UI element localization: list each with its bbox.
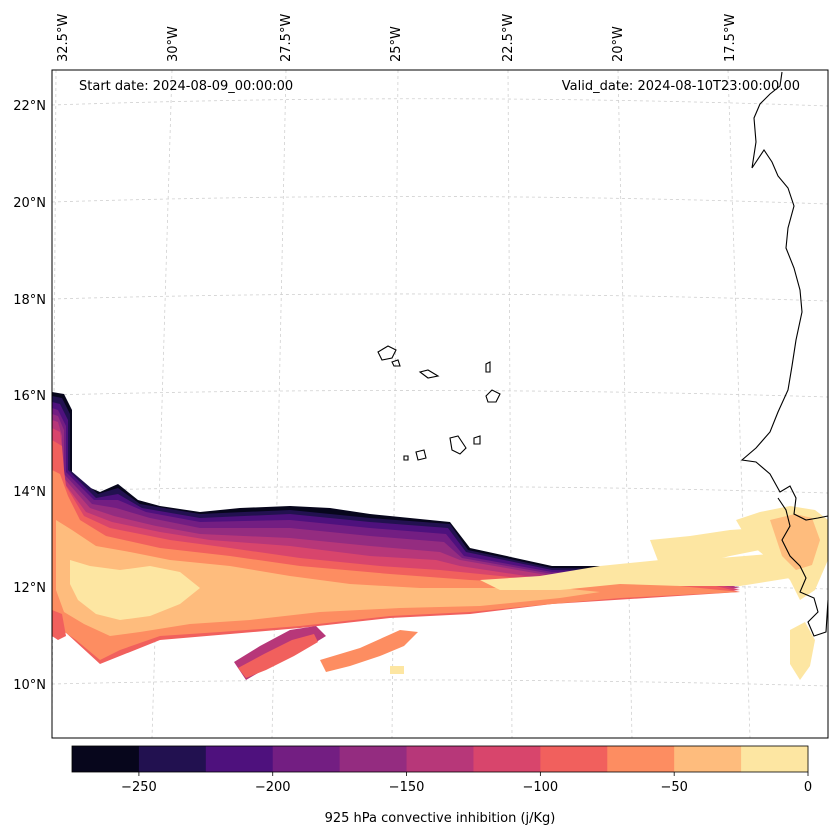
colorbar-segment <box>138 746 207 772</box>
valid-date-label: Valid_date: 2024-08-10T23:00:00.00 <box>562 79 800 94</box>
cin-level-band <box>480 554 800 590</box>
colorbar-segment <box>339 746 408 772</box>
cin-level-band <box>790 622 815 680</box>
longitude-labels: 32.5°W 30°W 27.5°W 25°W 22.5°W 20°W 17.5… <box>56 14 738 62</box>
colorbar: −250 −200 −150 −100 −50 0 925 hPa convective … <box>71 745 812 826</box>
cape-verde-maio <box>473 435 481 445</box>
lon-label-30w: 30°W <box>166 26 181 62</box>
coastlines <box>377 71 829 637</box>
cin-level-band <box>390 666 404 674</box>
cin-level-band <box>238 634 318 678</box>
parallel-16n <box>51 390 829 398</box>
lon-label-17-5w: 17.5°W <box>723 14 738 62</box>
lat-label-14n: 14°N <box>13 485 46 500</box>
latitude-labels: 22°N 20°N 18°N 16°N 14°N 12°N 10°N <box>13 99 46 693</box>
lon-label-32-5w: 32.5°W <box>56 14 71 62</box>
colorbar-tick-label: −200 <box>255 780 291 795</box>
lon-label-22-5w: 22.5°W <box>501 14 516 62</box>
colorbar-segment <box>741 746 809 772</box>
colorbar-segment <box>205 746 274 772</box>
cape-verde-santo-antao <box>377 345 397 361</box>
colorbar-segment <box>607 746 675 772</box>
colorbar-ticks: −250 −200 −150 −100 −50 0 <box>121 772 812 795</box>
colorbar-segment <box>406 746 474 772</box>
colorbar-tick-label: −250 <box>121 780 157 795</box>
cin-level-band <box>650 528 770 566</box>
lon-label-27-5w: 27.5°W <box>279 14 294 62</box>
cape-verde-sal <box>485 361 491 373</box>
cin-contours <box>52 392 828 680</box>
start-date-label: Start date: 2024-08-09_00:00:00 <box>79 79 293 94</box>
senegal-coast <box>777 497 829 637</box>
lat-label-10n: 10°N <box>13 678 46 693</box>
lat-label-20n: 20°N <box>13 196 46 211</box>
cape-verde-fogo <box>415 449 427 461</box>
parallel-14n <box>51 486 829 494</box>
lat-label-22n: 22°N <box>13 99 46 114</box>
colorbar-frame <box>71 745 809 773</box>
colorbar-segments <box>72 746 809 772</box>
lat-label-18n: 18°N <box>13 293 46 308</box>
parallel-18n <box>51 293 829 302</box>
cape-verde-brava <box>403 455 409 461</box>
cape-verde-sao-nicolau <box>418 369 440 379</box>
parallel-22n <box>51 98 829 107</box>
africa-coastline <box>740 71 829 521</box>
cin-level-band <box>52 610 66 640</box>
colorbar-tick-label: −150 <box>389 780 425 795</box>
colorbar-tick-label: −50 <box>660 780 687 795</box>
colorbar-segment <box>674 746 742 772</box>
colorbar-tick-label: 0 <box>804 780 812 795</box>
parallel-10n <box>51 679 829 687</box>
colorbar-segment <box>473 746 541 772</box>
colorbar-tick-label: −100 <box>523 780 559 795</box>
lat-label-16n: 16°N <box>13 389 46 404</box>
parallel-20n <box>51 196 829 205</box>
lat-label-12n: 12°N <box>13 581 46 596</box>
lon-label-20w: 20°W <box>611 26 626 62</box>
cin-level-band <box>56 520 600 636</box>
cin-level-band <box>320 630 418 672</box>
cin-level-band <box>70 560 200 620</box>
cape-verde-sao-vicente <box>391 359 401 367</box>
colorbar-segment <box>72 746 140 772</box>
colorbar-segment <box>272 746 341 772</box>
map-frame <box>51 69 829 739</box>
colorbar-segment <box>540 746 608 772</box>
lon-label-25w: 25°W <box>389 26 404 62</box>
colorbar-label: 925 hPa convective inhibition (j/Kg) <box>325 811 556 826</box>
cape-verde-boa-vista <box>485 389 501 403</box>
cin-level-band <box>770 514 820 570</box>
cape-verde-santiago <box>449 435 467 455</box>
